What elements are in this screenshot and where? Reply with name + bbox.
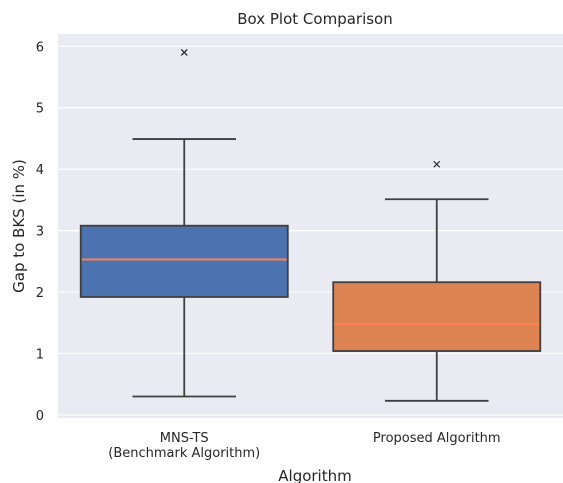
box-body — [332, 281, 542, 352]
outlier-stroke — [180, 49, 188, 56]
outlier-marker — [180, 49, 188, 56]
y-axis-label: Gap to BKS (in %) — [10, 159, 28, 293]
x-tick-labels: MNS-TS(Benchmark Algorithm) Proposed Algo… — [108, 431, 500, 461]
chart-title: Box Plot Comparison — [237, 10, 393, 28]
box-body — [79, 224, 289, 298]
y-tick-label: 4 — [36, 163, 44, 178]
y-tick-label: 3 — [36, 225, 44, 240]
x-tick-label: MNS-TS — [160, 431, 209, 446]
x-tick-label: (Benchmark Algorithm) — [108, 446, 260, 461]
outlier-marker — [433, 160, 441, 168]
box-1 — [79, 49, 289, 398]
y-tick-labels: 0 1 2 3 4 5 6 — [36, 40, 44, 424]
x-tick-label: Proposed Algorithm — [373, 431, 501, 446]
box-2 — [332, 160, 542, 402]
y-tick-label: 6 — [36, 40, 44, 55]
boxes-group — [79, 49, 542, 402]
y-tick-label: 2 — [36, 286, 44, 301]
outlier-stroke — [433, 160, 441, 168]
y-tick-label: 5 — [36, 102, 44, 117]
y-tick-label: 1 — [36, 347, 44, 362]
y-tick-label: 0 — [36, 409, 44, 424]
x-axis-label: Algorithm — [278, 467, 351, 483]
